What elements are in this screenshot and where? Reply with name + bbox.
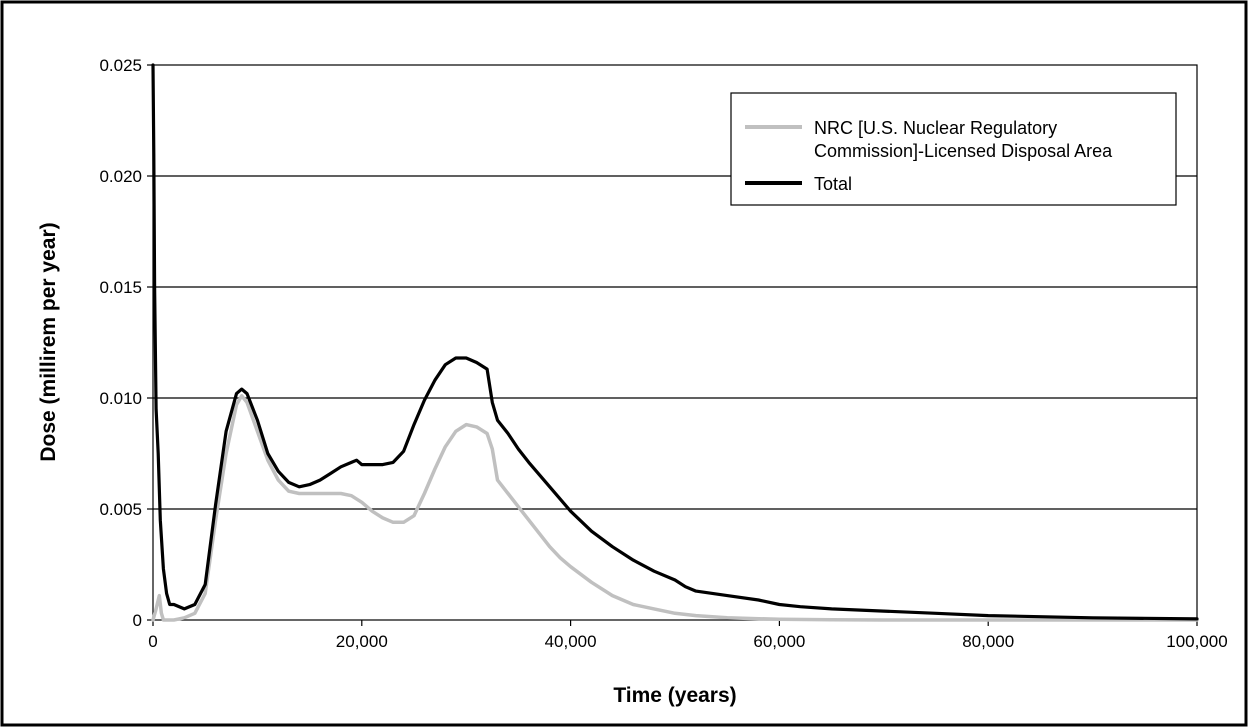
y-tick-label-3: 0.015 (99, 278, 142, 297)
legend-label-total: Total (814, 174, 852, 194)
y-tick-label-0: 0 (133, 611, 142, 630)
x-axis-label: Time (years) (613, 684, 736, 707)
gridlines (153, 175, 1197, 510)
x-axis-ticks: 0 20,000 40,000 60,000 80,000 100,000 (148, 620, 1228, 651)
y-axis-ticks: 0 0.005 0.010 0.015 0.020 0.025 (99, 56, 153, 630)
x-tick-label-1: 20,000 (336, 632, 388, 651)
series-line-nrc (151, 394, 1199, 622)
legend-label-nrc-line2: Commission]-Licensed Disposal Area (814, 141, 1113, 161)
y-tick-label-5: 0.025 (99, 56, 142, 75)
series-line-total (151, 63, 1199, 621)
legend-box (730, 92, 1177, 206)
x-tick-label-2: 40,000 (545, 632, 597, 651)
x-tick-label-4: 80,000 (962, 632, 1014, 651)
x-tick-label-5: 100,000 (1166, 632, 1227, 651)
y-tick-label-2: 0.010 (99, 389, 142, 408)
legend-label-nrc-line1: NRC [U.S. Nuclear Regulatory (814, 118, 1057, 138)
series-lines (151, 63, 1199, 622)
x-tick-label-3: 60,000 (753, 632, 805, 651)
legend: NRC [U.S. Nuclear Regulatory Commission]… (730, 92, 1177, 206)
plot-area (152, 64, 1198, 621)
y-tick-label-1: 0.005 (99, 500, 142, 519)
y-axis-label: Dose (millirem per year) (37, 222, 60, 461)
x-tick-label-0: 0 (148, 632, 157, 651)
y-tick-label-4: 0.020 (99, 167, 142, 186)
